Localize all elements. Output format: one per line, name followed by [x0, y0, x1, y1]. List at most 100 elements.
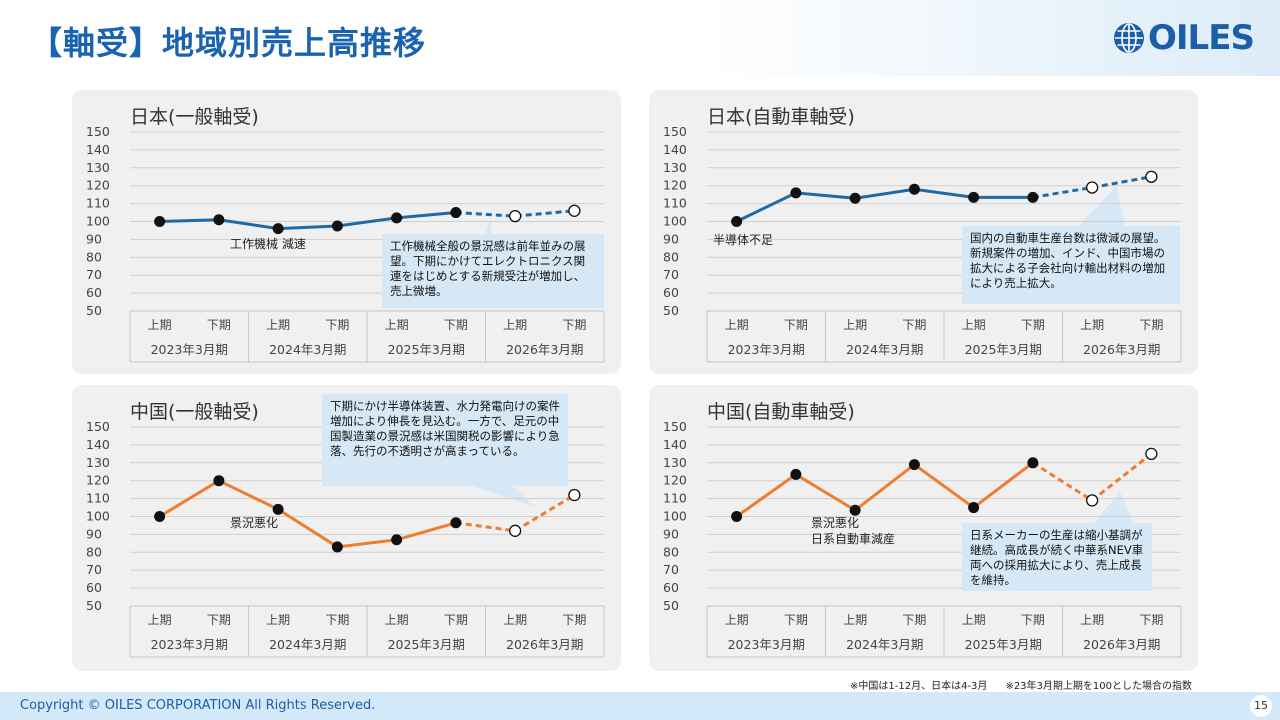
x-group-label: 2026年3月期 — [506, 637, 583, 652]
x-group-label: 2025年3月期 — [388, 637, 465, 652]
chart-panel-china-automotive: 中国(自動車軸受) 150 140 130 120 110 100 90 80 70 60 50 上期… — [649, 385, 1198, 671]
data-point-actual — [391, 534, 403, 546]
y-tick-label: 140 — [663, 437, 687, 452]
y-tick-label: 50 — [663, 598, 679, 613]
footer-bar: Copyright © OILES CORPORATION All Rights… — [0, 692, 1280, 720]
chart-annotation: 半導体不足 — [713, 233, 774, 247]
x-group-label: 2025年3月期 — [965, 637, 1042, 652]
chart-callout: 下期にかけ半導体装置、水力発電向けの案件増加により伸長を見込む。一方で、足元の中… — [322, 394, 568, 486]
x-tick-label: 下期 — [902, 318, 926, 332]
x-tick-label: 上期 — [725, 318, 749, 332]
y-tick-label: 110 — [86, 491, 110, 506]
data-point-forecast — [1145, 170, 1158, 183]
x-tick-label: 下期 — [325, 613, 349, 627]
data-point-forecast — [508, 209, 522, 223]
y-tick-label: 90 — [663, 231, 679, 246]
footnote: ※中国は1-12月、日本は4-3月 ※23年3月期上期を100とした場合の指数 — [850, 677, 1192, 692]
x-group-label: 2025年3月期 — [388, 342, 465, 357]
y-tick-label: 50 — [663, 303, 679, 318]
x-tick-label: 上期 — [962, 318, 986, 332]
y-tick-label: 130 — [663, 160, 687, 175]
y-tick-label: 120 — [86, 473, 110, 488]
data-point-actual — [908, 459, 920, 471]
data-point-actual — [968, 502, 980, 514]
chart-title: 日本(一般軸受) — [130, 106, 259, 128]
y-tick-label: 140 — [86, 437, 110, 452]
y-tick-label: 120 — [663, 473, 687, 488]
series-line-actual — [158, 478, 457, 549]
y-tick-label: 60 — [663, 285, 679, 300]
x-group-label: 2024年3月期 — [846, 342, 923, 357]
x-tick-label: 上期 — [266, 613, 290, 627]
callout-pointer — [472, 486, 536, 507]
y-tick-label: 50 — [86, 598, 102, 613]
x-tick-label: 上期 — [843, 613, 867, 627]
data-point-actual — [213, 214, 225, 226]
data-point-forecast — [1145, 447, 1158, 460]
x-tick-label: 上期 — [148, 318, 172, 332]
chart-callout: 国内の自動車生産台数は微減の展望。新規案件の増加、インド、中国市場の拡大による子… — [962, 226, 1180, 304]
x-group-label: 2026年3月期 — [1083, 342, 1160, 357]
chart-annotation: 景況悪化 — [230, 516, 279, 530]
chart-callout: 工作機械全般の景況感は前年並みの展望。下期にかけてエレクトロニクス関連をはじめと… — [382, 234, 604, 308]
data-point-forecast — [568, 204, 581, 217]
series-line-forecast — [1032, 452, 1153, 503]
x-tick-label: 上期 — [1080, 613, 1104, 627]
x-group-label: 2023年3月期 — [151, 342, 228, 357]
x-group-label: 2024年3月期 — [269, 342, 346, 357]
chart-annotation: 景況悪化 日系自動車減産 — [811, 516, 896, 546]
page-number: 15 — [1250, 695, 1272, 717]
globe-icon — [1114, 23, 1144, 53]
data-point-actual — [908, 183, 920, 195]
x-tick-label: 上期 — [385, 318, 409, 332]
y-tick-label: 120 — [663, 178, 687, 193]
page-title: 【軸受】地域別売上高推移 — [30, 24, 427, 62]
x-tick-label: 下期 — [207, 318, 231, 332]
y-tick-label: 110 — [663, 491, 687, 506]
data-point-actual — [731, 511, 743, 522]
data-point-forecast — [568, 488, 581, 502]
y-tick-label: 120 — [86, 178, 110, 193]
data-point-actual — [154, 511, 166, 522]
data-point-actual — [1027, 191, 1039, 203]
x-tick-label: 上期 — [266, 318, 290, 332]
y-tick-label: 70 — [663, 562, 679, 577]
y-tick-label: 60 — [663, 580, 679, 595]
data-point-actual — [391, 212, 403, 224]
callout-text: 下期にかけ半導体装置、水力発電向けの案件増加により伸長を見込む。一方で、足元の中… — [330, 399, 560, 458]
x-tick-label: 下期 — [562, 613, 586, 627]
series-line-actual — [159, 211, 457, 231]
x-tick-label: 下期 — [1021, 318, 1045, 332]
callout-text: 国内の自動車生産台数は微減の展望。新規案件の増加、インド、中国市場の拡大による子… — [970, 231, 1166, 290]
chart-panel-china-general: 中国(一般軸受) 150 140 130 120 110 100 90 80 70 60 50 上期 下… — [72, 385, 621, 671]
x-tick-label: 上期 — [503, 318, 527, 332]
x-group-label: 2024年3月期 — [846, 637, 923, 652]
data-point-forecast — [1085, 494, 1099, 507]
x-tick-label: 上期 — [843, 318, 867, 332]
y-tick-label: 100 — [663, 509, 687, 524]
y-tick-label: 130 — [663, 455, 687, 470]
x-tick-label: 上期 — [148, 613, 172, 627]
data-point-actual — [272, 503, 284, 515]
y-tick-label: 100 — [86, 214, 110, 229]
data-point-actual — [968, 191, 980, 203]
y-tick-label: 70 — [663, 267, 679, 282]
x-group-label: 2026年3月期 — [1083, 637, 1160, 652]
footnote-period: ※中国は1-12月、日本は4-3月 — [850, 681, 988, 692]
data-point-actual — [849, 192, 861, 204]
line-chart-japan-automotive: 150 140 130 120 110 100 90 80 70 60 50 上期 下期 上期 下期 上期 下期… — [663, 124, 1182, 363]
callout-pointer — [1094, 492, 1134, 523]
data-point-forecast — [1085, 181, 1099, 194]
callout-pointer — [1079, 186, 1125, 226]
callout-text: 工作機械全般の景況感は前年並みの展望。下期にかけてエレクトロニクス関連をはじめと… — [390, 239, 586, 298]
x-group-label: 2025年3月期 — [965, 342, 1042, 357]
x-tick-label: 下期 — [562, 318, 586, 332]
data-point-actual — [849, 504, 861, 516]
data-point-actual — [272, 223, 284, 235]
x-tick-label: 上期 — [962, 613, 986, 627]
line-chart-china-automotive: 150 140 130 120 110 100 90 80 70 60 50 上期 下期 上期 下期 上期 下期… — [663, 419, 1182, 658]
data-point-actual — [331, 541, 343, 553]
series-line-forecast — [455, 493, 576, 533]
y-tick-label: 150 — [86, 419, 110, 434]
y-tick-label: 80 — [663, 249, 679, 264]
